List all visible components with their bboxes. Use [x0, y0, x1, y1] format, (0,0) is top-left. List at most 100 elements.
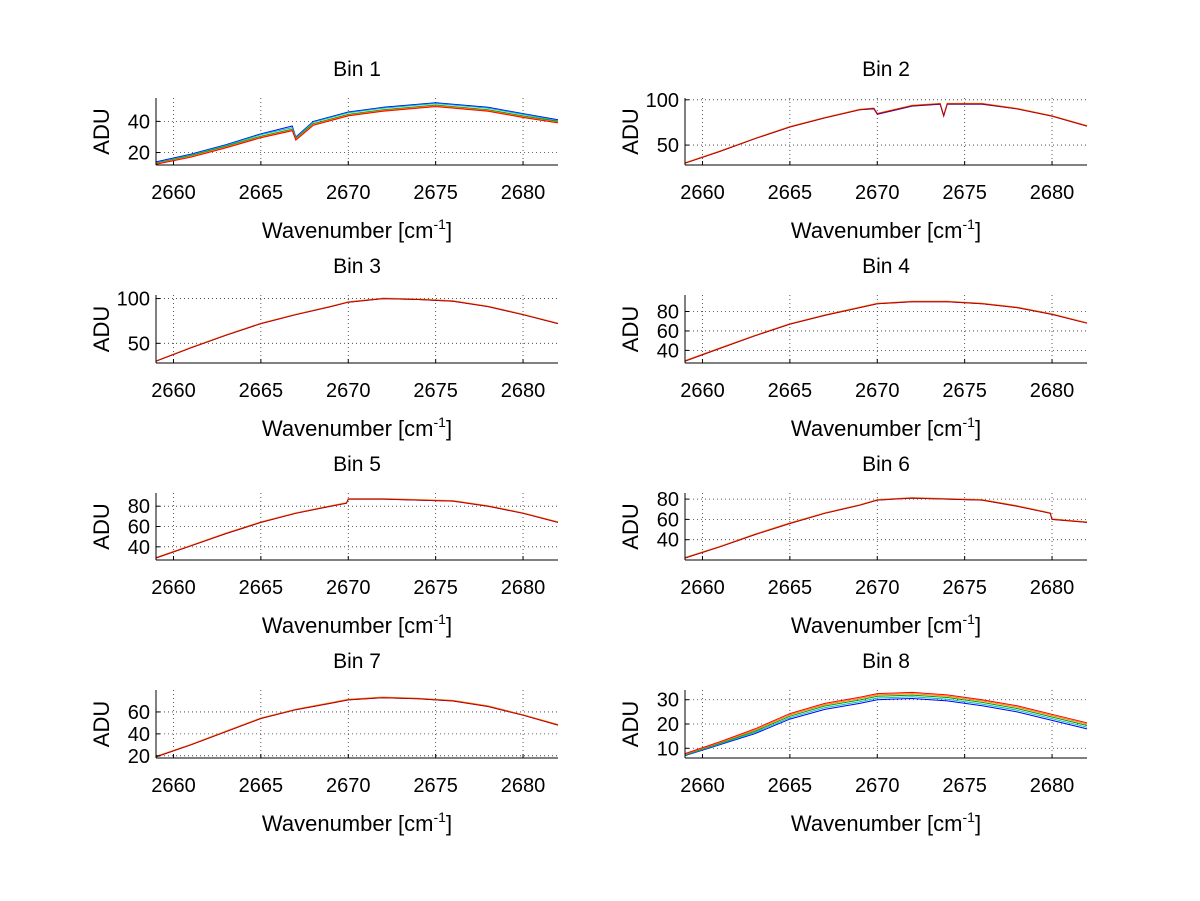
x-axis-label-exponent: -1: [963, 611, 976, 627]
x-tick-label: 2670: [326, 182, 371, 204]
x-tick-label: 2680: [1030, 577, 1075, 599]
x-tick-label: 2660: [151, 182, 196, 204]
y-tick-label: 40: [128, 111, 150, 133]
subplot-title: Bin 1: [333, 58, 381, 81]
y-tick-label: 50: [128, 333, 150, 355]
x-tick-label: 2665: [768, 182, 813, 204]
x-axis-label-exponent: -1: [963, 809, 976, 825]
series-line-blue: [684, 697, 1088, 757]
x-axis-label-exponent: -1: [963, 216, 976, 232]
x-tick-label: 2675: [942, 577, 987, 599]
x-tick-label: 2670: [855, 775, 900, 797]
x-tick-label: 2660: [151, 577, 196, 599]
x-tick-label: 2660: [680, 380, 725, 402]
x-axis-label-exponent: -1: [434, 611, 447, 627]
y-tick-label: 10: [657, 738, 679, 760]
x-tick-label: 2675: [413, 775, 458, 797]
x-tick-label: 2660: [151, 380, 196, 402]
series-line-blue: [155, 102, 559, 163]
x-tick-label: 2670: [855, 577, 900, 599]
subplot-title: Bin 6: [862, 453, 910, 476]
y-tick-label: 60: [657, 321, 679, 343]
x-tick-label: 2665: [239, 577, 284, 599]
y-axis-label: ADU: [89, 108, 114, 154]
x-tick-label: 2665: [768, 380, 813, 402]
series-line-blue: [684, 103, 1088, 164]
series-line-red: [684, 301, 1088, 362]
subplot-title: Bin 7: [333, 650, 381, 673]
x-tick-label: 2660: [680, 182, 725, 204]
x-tick-label: 2660: [680, 577, 725, 599]
subplot-bin-1: Bin 1 2660 2665 2670 2675 2680 20 40 ADU Wavenumb…: [89, 58, 559, 243]
x-tick-label: 2665: [768, 577, 813, 599]
y-tick-label: 40: [657, 530, 679, 552]
x-tick-label: 2675: [413, 380, 458, 402]
y-tick-label: 30: [657, 690, 679, 712]
x-tick-label: 2680: [501, 577, 546, 599]
y-tick-label: 20: [657, 714, 679, 736]
x-tick-label: 2675: [942, 775, 987, 797]
x-tick-label: 2660: [151, 775, 196, 797]
x-tick-label: 2670: [855, 182, 900, 204]
series-line-blue: [155, 697, 559, 758]
x-axis-label: Wavenumber [cm-1]: [262, 611, 452, 638]
x-axis-label-main: Wavenumber [cm: [262, 613, 434, 638]
x-tick-label: 2675: [413, 182, 458, 204]
series-line-orange: [155, 696, 559, 757]
x-axis-label-close: ]: [446, 416, 452, 441]
y-tick-label: 80: [657, 489, 679, 511]
y-tick-label: 20: [128, 746, 150, 768]
y-tick-label: 80: [128, 496, 150, 518]
series-line-orange: [155, 105, 559, 165]
y-tick-label: 20: [128, 143, 150, 165]
x-axis-label-close: ]: [975, 218, 981, 243]
x-axis-label-exponent: -1: [963, 414, 976, 430]
y-axis-label: ADU: [89, 701, 114, 747]
x-axis-label: Wavenumber [cm-1]: [262, 809, 452, 836]
y-tick-label: 40: [128, 537, 150, 559]
y-axis-label: ADU: [89, 503, 114, 549]
x-axis-label-main: Wavenumber [cm: [262, 811, 434, 836]
x-tick-label: 2665: [239, 775, 284, 797]
x-axis-label-main: Wavenumber [cm: [791, 218, 963, 243]
series-line-red: [684, 691, 1088, 755]
x-tick-label: 2670: [326, 577, 371, 599]
x-axis-label-close: ]: [446, 613, 452, 638]
y-tick-label: 60: [657, 509, 679, 531]
y-axis-label: ADU: [89, 306, 114, 352]
x-axis-label-main: Wavenumber [cm: [262, 416, 434, 441]
x-tick-label: 2670: [326, 380, 371, 402]
y-axis-label: ADU: [618, 306, 643, 352]
x-tick-label: 2675: [942, 380, 987, 402]
x-axis-label-close: ]: [446, 218, 452, 243]
x-axis-label: Wavenumber [cm-1]: [262, 414, 452, 441]
series-line-red: [155, 298, 559, 362]
y-tick-label: 100: [117, 289, 150, 311]
x-tick-label: 2665: [239, 182, 284, 204]
x-tick-label: 2675: [413, 577, 458, 599]
series-line-green: [155, 104, 559, 164]
series-line-orange: [684, 693, 1088, 755]
x-axis-label-main: Wavenumber [cm: [791, 416, 963, 441]
series-line-cyan: [155, 102, 559, 164]
series-line-red: [684, 497, 1088, 559]
x-tick-label: 2680: [1030, 182, 1075, 204]
subplot-title: Bin 8: [862, 650, 910, 673]
y-tick-label: 80: [657, 302, 679, 324]
subplot-title: Bin 5: [333, 453, 381, 476]
series-line-blue: [684, 497, 1088, 559]
series-line-orange: [155, 297, 559, 362]
x-axis-label-close: ]: [446, 811, 452, 836]
x-tick-label: 2680: [501, 775, 546, 797]
x-axis-label-main: Wavenumber [cm: [791, 613, 963, 638]
x-tick-label: 2665: [239, 380, 284, 402]
subplot-title: Bin 3: [333, 255, 381, 278]
x-axis-label-close: ]: [975, 811, 981, 836]
subplot-title: Bin 2: [862, 58, 910, 81]
